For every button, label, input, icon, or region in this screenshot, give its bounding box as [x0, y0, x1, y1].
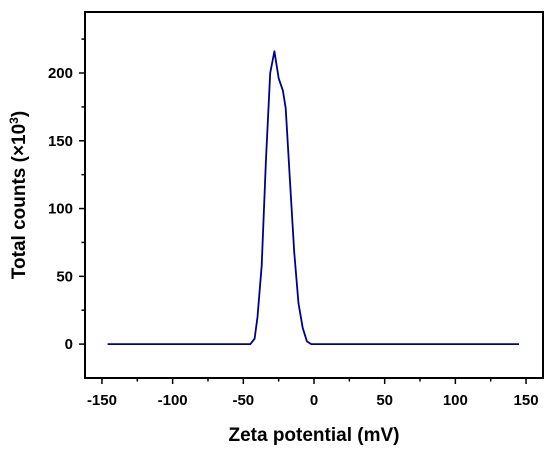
x-tick-label: 150 — [514, 392, 539, 409]
axis-ticks — [79, 38, 527, 384]
tick-labels: -150 -100 -50 0 50 100 150 0 50 100 150 200 — [48, 65, 539, 409]
y-axis-label-suffix: ) — [9, 111, 30, 117]
y-tick-label: 100 — [48, 201, 73, 218]
y-tick-label: 150 — [48, 133, 73, 150]
y-tick-label: 50 — [56, 268, 73, 285]
x-tick-label: -50 — [232, 392, 254, 409]
x-tick-label: -150 — [87, 392, 117, 409]
y-tick-label: 0 — [65, 336, 73, 353]
y-axis-label-prefix: Total counts (×10 — [9, 124, 30, 279]
y-axis-label-superscript: 3 — [7, 117, 21, 124]
x-tick-label: 50 — [376, 392, 393, 409]
y-tick-label: 200 — [48, 65, 73, 82]
x-tick-label: 0 — [310, 392, 318, 409]
y-axis-label: Total counts (×103) — [7, 111, 30, 279]
series-line — [107, 50, 519, 345]
x-tick-label: -100 — [158, 392, 188, 409]
x-axis-label: Zeta potential (mV) — [228, 425, 399, 446]
plot-frame — [84, 11, 544, 379]
x-tick-label: 100 — [443, 392, 468, 409]
